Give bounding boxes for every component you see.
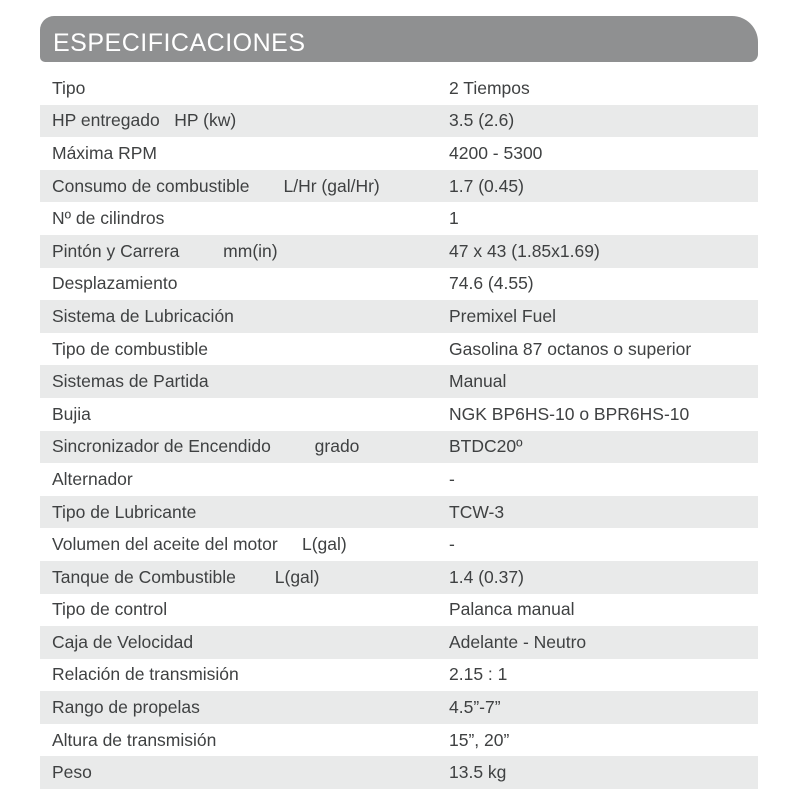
row-value: BTDC20º [449,436,523,457]
row-value: Manual [449,371,507,392]
row-value: Premixel Fuel [449,305,556,326]
table-row: Altura de transmisión 15”, 20” [40,724,758,757]
table-row: Sistemas de Partida Manual [40,365,758,398]
row-label: Tanque de Combustible L(gal) [52,566,320,587]
row-label: Desplazamiento [52,273,178,294]
specifications-header: ESPECIFICACIONES [40,16,758,62]
table-row: Rango de propelas 4.5”-7” [40,691,758,724]
row-label: Sistemas de Partida [52,371,209,392]
row-value: - [449,534,455,555]
row-value: 2 Tiempos [449,77,530,98]
table-row: Volumen del aceite del motor L(gal) - [40,528,758,561]
row-value: 74.6 (4.55) [449,273,534,294]
row-value: TCW-3 [449,501,505,522]
table-row: Desplazamiento 74.6 (4.55) [40,268,758,301]
row-value: 4200 - 5300 [449,142,543,163]
table-row: Tanque de Combustible L(gal) 1.4 (0.37) [40,560,758,594]
row-value: 3.5 (2.6) [449,110,515,131]
row-value: 47 x 43 (1.85x1.69) [449,240,600,261]
row-label: Caja de Velocidad [52,631,194,652]
table-row: Caja de Velocidad Adelante - Neutro [40,626,758,659]
row-label: Consumo de combustible L/Hr (gal/Hr) [52,175,380,196]
row-label: HP entregado HP (kw) [52,110,237,131]
row-value: Gasolina 87 octanos o superior [449,338,692,359]
row-value: 15”, 20” [449,729,510,750]
row-value: 1.4 (0.37) [449,566,524,587]
row-value: 13.5 kg [449,762,507,783]
row-label: Tipo de Lubricante [52,501,197,522]
row-value: 1.7 (0.45) [449,175,524,196]
table-row: HP entregado HP (kw) 3.5 (2.6) [40,104,758,138]
row-label: Tipo de combustible [52,338,208,359]
page-title: ESPECIFICACIONES [53,28,306,57]
row-value: NGK BP6HS-10 o BPR6HS-10 [449,403,690,424]
row-label: Altura de transmisión [52,729,217,750]
table-row: Tipo 2 Tiempos [40,72,758,105]
row-value: 2.15 : 1 [449,664,508,685]
table-row: Tipo de Lubricante TCW-3 [40,495,758,529]
row-value: Palanca manual [449,599,575,620]
row-label: Nº de cilindros [52,208,165,229]
table-row: Tipo de control Palanca manual [40,594,758,627]
table-row: Consumo de combustible L/Hr (gal/Hr) 1.7 … [40,169,758,203]
table-row: Pintón y Carrera mm(in) 47 x 43 (1.85x1.6… [40,234,758,268]
row-label: Máxima RPM [52,142,158,163]
table-row: Alternador - [40,463,758,496]
row-label: Tipo de control [52,599,168,620]
row-label: Alternador [52,468,133,489]
row-value: Adelante - Neutro [449,631,587,652]
table-row: Relación de transmisión 2.15 : 1 [40,659,758,692]
row-label: Rango de propelas [52,697,200,718]
row-label: Tipo [52,77,86,98]
row-label: Sincronizador de Encendido grado [52,436,360,457]
row-label: Volumen del aceite del motor L(gal) [52,534,347,555]
table-row: Bujia NGK BP6HS-10 o BPR6HS-10 [40,398,758,431]
table-row: Nº de cilindros 1 [40,202,758,235]
table-row: Sistema de Lubricación Premixel Fuel [40,300,758,333]
row-value: - [449,468,455,489]
table-row: Peso 13.5 kg [40,756,758,790]
row-label: Bujia [52,403,91,424]
row-label: Pintón y Carrera mm(in) [52,240,278,261]
row-label: Peso [52,762,92,783]
row-value: 4.5”-7” [449,697,501,718]
table-row: Sincronizador de Encendido grado BTDC20º [40,430,758,464]
table-row: Máxima RPM 4200 - 5300 [40,137,758,170]
row-value: 1 [449,208,459,229]
spec-table: Tipo 2 Tiempos HP entregado HP (kw) 3.5 (2.… [40,72,758,790]
row-label: Sistema de Lubricación [52,305,234,326]
row-label: Relación de transmisión [52,664,239,685]
table-row: Tipo de combustible Gasolina 87 octanos o… [40,333,758,366]
